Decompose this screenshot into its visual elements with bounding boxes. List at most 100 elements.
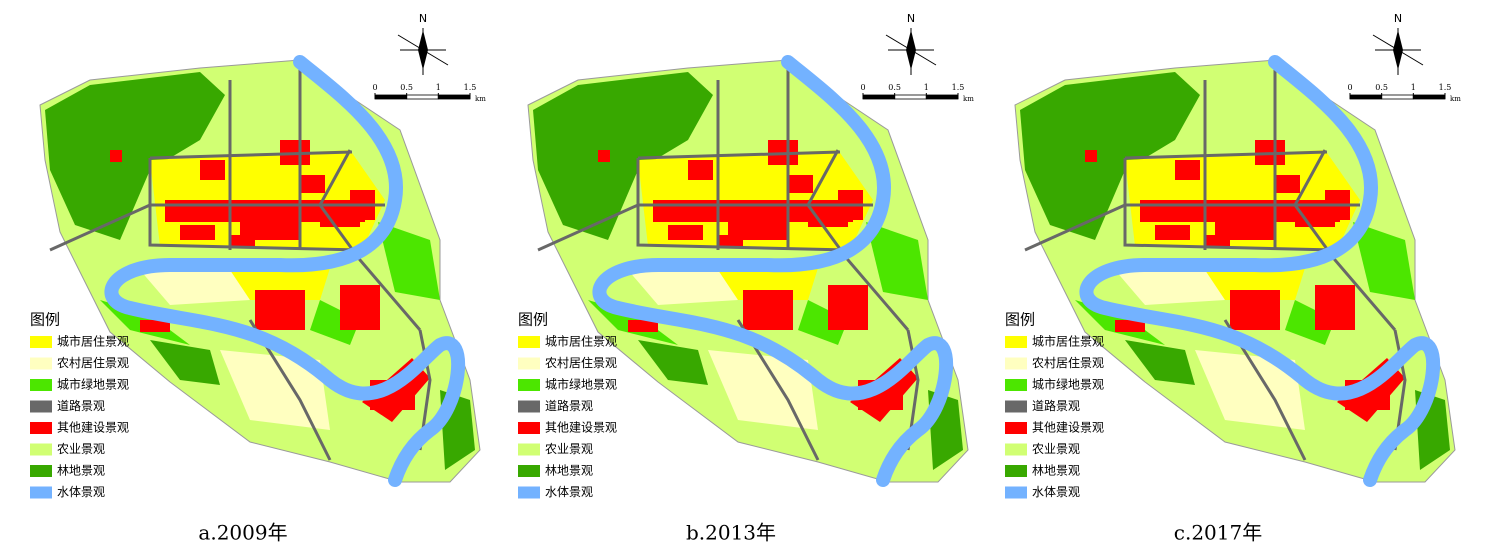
legend-title: 图例 xyxy=(1005,311,1035,329)
river xyxy=(1079,55,1441,487)
construction xyxy=(255,290,305,330)
legend-swatch xyxy=(30,443,52,456)
scale-label: 1 xyxy=(436,83,441,92)
construction xyxy=(180,225,215,240)
construction xyxy=(828,285,868,330)
forest xyxy=(150,340,220,385)
green-space xyxy=(310,300,360,345)
legend-swatch xyxy=(30,379,52,391)
legend-swatch xyxy=(1005,465,1027,477)
legend-title: 图例 xyxy=(30,311,60,329)
north-label: N xyxy=(907,12,915,25)
legend-label: 城市绿地景观 xyxy=(1032,377,1104,392)
forest xyxy=(638,340,708,385)
scale-label: 0.5 xyxy=(888,83,901,92)
road xyxy=(637,150,841,160)
legend-label: 林地景观 xyxy=(57,464,105,478)
construction xyxy=(1085,150,1097,162)
construction xyxy=(1155,225,1190,240)
construction xyxy=(200,160,225,180)
legend-swatch xyxy=(1005,400,1027,413)
scale-segment xyxy=(1412,94,1446,100)
road xyxy=(318,149,422,331)
panel-caption: a.2009年 xyxy=(198,521,287,545)
legend-label: 农村居住景观 xyxy=(545,356,617,370)
legend-swatch xyxy=(518,486,540,499)
legend-swatch xyxy=(1005,357,1027,370)
legend-swatch xyxy=(518,336,540,348)
map-panel: N 0 0.5 1 1.5 km 图例城市居住景观农村居住景观城市绿地景观道路景观其他建设景… xyxy=(1005,12,1461,545)
green-space xyxy=(378,222,440,300)
scale-segment xyxy=(1349,94,1383,100)
legend-swatch xyxy=(1005,379,1027,391)
legend-swatch xyxy=(518,465,540,477)
legend-label: 农业景观 xyxy=(57,442,105,456)
legend-swatch xyxy=(30,357,52,370)
panel-caption: c.2017年 xyxy=(1174,521,1262,545)
legend-label: 城市居住景观 xyxy=(1032,334,1104,349)
construction xyxy=(1115,320,1145,332)
legend-swatch xyxy=(518,379,540,391)
road xyxy=(49,203,151,252)
rural-residential xyxy=(140,268,250,305)
construction xyxy=(110,150,122,162)
green-space xyxy=(798,300,848,345)
construction xyxy=(1275,175,1300,193)
legend-label: 林地景观 xyxy=(1032,464,1080,478)
green-space xyxy=(1285,300,1335,345)
legend-swatch xyxy=(518,400,540,413)
scale-segment xyxy=(437,94,471,100)
legend-label: 道路景观 xyxy=(1032,398,1080,413)
scale-unit: km xyxy=(963,95,974,103)
scale-label: 0 xyxy=(1347,83,1352,92)
scale-label: 1.5 xyxy=(952,83,965,92)
construction xyxy=(140,320,170,332)
legend-swatch xyxy=(1005,443,1027,456)
north-label: N xyxy=(1394,12,1402,25)
map-panel: N 0 0.5 1 1.5 km 图例城市居住景观农村居住景观城市绿地景观道路景观其他建设景… xyxy=(30,12,486,545)
scale-segment xyxy=(894,94,927,100)
green-space xyxy=(1353,222,1415,300)
legend-swatch xyxy=(30,336,52,348)
legend-swatch xyxy=(30,422,52,434)
scale-unit: km xyxy=(1450,95,1461,103)
scale-label: 1.5 xyxy=(464,83,477,92)
legend-label: 其他建设景观 xyxy=(545,421,617,435)
legend-swatch xyxy=(518,422,540,434)
legend-swatch xyxy=(1005,422,1027,434)
legend-swatch xyxy=(1005,336,1027,348)
forest xyxy=(533,72,713,240)
legend-swatch xyxy=(518,443,540,456)
construction xyxy=(743,290,793,330)
scale-label: 1 xyxy=(924,83,929,92)
legend-label: 城市居住景观 xyxy=(57,334,129,349)
north-arrow xyxy=(1372,34,1424,66)
legend-swatch xyxy=(1005,486,1027,499)
rural-residential xyxy=(1115,268,1225,305)
legend-swatch xyxy=(30,486,52,499)
legend-swatch xyxy=(518,357,540,370)
construction xyxy=(340,285,380,330)
legend-title: 图例 xyxy=(518,311,548,329)
legend-label: 林地景观 xyxy=(545,464,593,478)
scale-segment xyxy=(406,94,439,100)
road xyxy=(148,158,361,252)
scale-label: 1 xyxy=(1411,83,1416,92)
scale-segment xyxy=(374,94,408,100)
legend-swatch xyxy=(30,465,52,477)
legend-label: 道路景观 xyxy=(545,398,593,413)
construction xyxy=(1315,285,1355,330)
north-label: N xyxy=(419,12,427,25)
legend-label: 农村居住景观 xyxy=(1032,356,1104,370)
legend-label: 农业景观 xyxy=(545,442,593,456)
road xyxy=(1123,158,1336,252)
north-arrow xyxy=(885,34,937,66)
legend-label: 水体景观 xyxy=(545,485,593,499)
scale-label: 1.5 xyxy=(1439,83,1452,92)
scale-segment xyxy=(862,94,896,100)
legend-label: 道路景观 xyxy=(57,398,105,413)
road xyxy=(806,149,910,331)
road xyxy=(1024,203,1126,252)
construction xyxy=(598,150,610,162)
